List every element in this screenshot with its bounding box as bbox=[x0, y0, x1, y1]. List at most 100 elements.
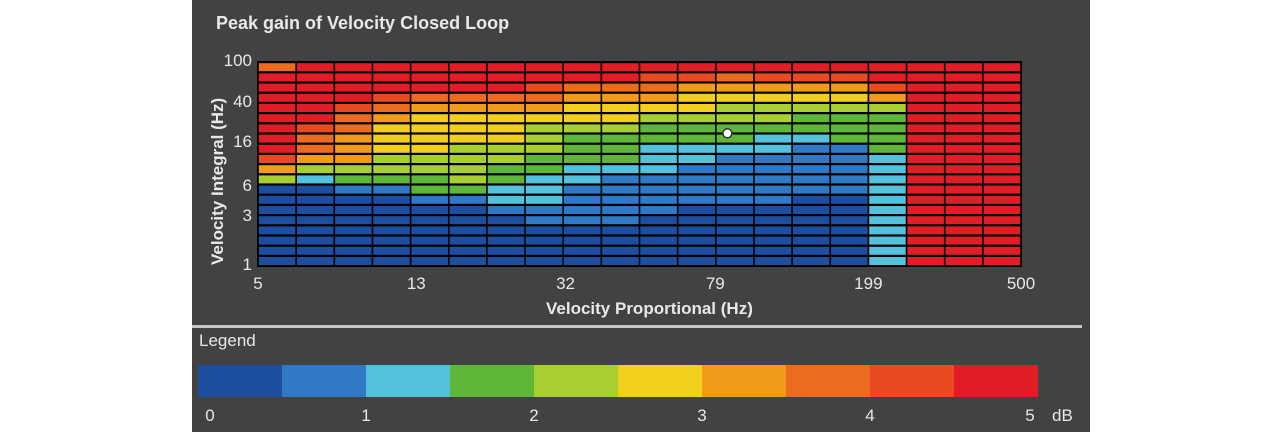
heatmap-cell[interactable] bbox=[907, 124, 944, 133]
heatmap-cell[interactable] bbox=[754, 195, 792, 204]
heatmap-cell[interactable] bbox=[640, 257, 677, 265]
heatmap-cell[interactable] bbox=[258, 104, 296, 112]
heatmap-cell[interactable] bbox=[678, 246, 715, 255]
heatmap-cell[interactable] bbox=[487, 216, 525, 225]
heatmap-cell[interactable] bbox=[487, 134, 525, 143]
heatmap-cell[interactable] bbox=[716, 165, 754, 174]
heatmap-cell[interactable] bbox=[258, 124, 296, 133]
heatmap-cell[interactable] bbox=[335, 63, 372, 72]
heatmap-cell[interactable] bbox=[335, 236, 372, 245]
heatmap-cell[interactable] bbox=[831, 93, 868, 102]
heatmap-cell[interactable] bbox=[678, 165, 715, 174]
heatmap-cell[interactable] bbox=[678, 114, 715, 123]
heatmap-cell[interactable] bbox=[678, 175, 715, 184]
heatmap-cell[interactable] bbox=[564, 134, 601, 143]
heatmap-cell[interactable] bbox=[945, 63, 983, 72]
heatmap-cell[interactable] bbox=[258, 144, 296, 153]
heatmap-cell[interactable] bbox=[373, 165, 410, 174]
heatmap-cell[interactable] bbox=[487, 73, 525, 82]
heatmap-cell[interactable] bbox=[525, 73, 563, 82]
heatmap-cell[interactable] bbox=[564, 206, 601, 214]
heatmap-cell[interactable] bbox=[983, 195, 1021, 204]
heatmap-cell[interactable] bbox=[296, 144, 334, 153]
heatmap-cell[interactable] bbox=[487, 104, 525, 112]
heatmap-cell[interactable] bbox=[449, 124, 487, 133]
heatmap-cell[interactable] bbox=[373, 93, 410, 102]
heatmap-cell[interactable] bbox=[411, 134, 448, 143]
heatmap-cell[interactable] bbox=[602, 216, 639, 225]
selected-point-marker[interactable] bbox=[722, 128, 733, 139]
heatmap-cell[interactable] bbox=[831, 83, 868, 92]
heatmap-cell[interactable] bbox=[869, 246, 906, 255]
heatmap-cell[interactable] bbox=[716, 236, 754, 245]
heatmap-cell[interactable] bbox=[792, 104, 830, 112]
heatmap-cell[interactable] bbox=[602, 206, 639, 214]
heatmap-cell[interactable] bbox=[716, 216, 754, 225]
heatmap-cell[interactable] bbox=[602, 195, 639, 204]
heatmap-cell[interactable] bbox=[678, 195, 715, 204]
heatmap-cell[interactable] bbox=[449, 63, 487, 72]
heatmap-cell[interactable] bbox=[869, 216, 906, 225]
heatmap-cell[interactable] bbox=[258, 257, 296, 265]
heatmap-cell[interactable] bbox=[678, 206, 715, 214]
heatmap-cell[interactable] bbox=[602, 134, 639, 143]
heatmap-cell[interactable] bbox=[449, 185, 487, 194]
heatmap-cell[interactable] bbox=[754, 175, 792, 184]
heatmap-cell[interactable] bbox=[831, 155, 868, 163]
heatmap-cell[interactable] bbox=[373, 216, 410, 225]
heatmap-cell[interactable] bbox=[907, 83, 944, 92]
heatmap-cell[interactable] bbox=[792, 246, 830, 255]
heatmap-cell[interactable] bbox=[411, 226, 448, 235]
heatmap-cell[interactable] bbox=[983, 226, 1021, 235]
heatmap-cell[interactable] bbox=[945, 155, 983, 163]
heatmap-cell[interactable] bbox=[335, 226, 372, 235]
heatmap-cell[interactable] bbox=[792, 73, 830, 82]
heatmap-cell[interactable] bbox=[869, 206, 906, 214]
heatmap-cell[interactable] bbox=[869, 124, 906, 133]
heatmap-cell[interactable] bbox=[373, 257, 410, 265]
heatmap-cell[interactable] bbox=[678, 216, 715, 225]
heatmap-cell[interactable] bbox=[983, 134, 1021, 143]
heatmap-cell[interactable] bbox=[869, 83, 906, 92]
heatmap-cell[interactable] bbox=[754, 257, 792, 265]
heatmap-cell[interactable] bbox=[487, 63, 525, 72]
heatmap-cell[interactable] bbox=[296, 246, 334, 255]
heatmap-cell[interactable] bbox=[831, 165, 868, 174]
heatmap-cell[interactable] bbox=[411, 216, 448, 225]
heatmap-cell[interactable] bbox=[373, 83, 410, 92]
heatmap-cell[interactable] bbox=[449, 165, 487, 174]
heatmap-cell[interactable] bbox=[411, 93, 448, 102]
heatmap-cell[interactable] bbox=[869, 93, 906, 102]
heatmap-cell[interactable] bbox=[831, 206, 868, 214]
heatmap-cell[interactable] bbox=[869, 155, 906, 163]
heatmap-cell[interactable] bbox=[792, 226, 830, 235]
heatmap-cell[interactable] bbox=[449, 144, 487, 153]
heatmap-cell[interactable] bbox=[945, 144, 983, 153]
heatmap-cell[interactable] bbox=[792, 114, 830, 123]
heatmap-cell[interactable] bbox=[258, 114, 296, 123]
heatmap-cell[interactable] bbox=[525, 155, 563, 163]
heatmap-cell[interactable] bbox=[602, 73, 639, 82]
heatmap-cell[interactable] bbox=[907, 195, 944, 204]
heatmap-cell[interactable] bbox=[373, 236, 410, 245]
heatmap-cell[interactable] bbox=[716, 175, 754, 184]
heatmap-cell[interactable] bbox=[792, 63, 830, 72]
heatmap-cell[interactable] bbox=[373, 195, 410, 204]
heatmap-cell[interactable] bbox=[525, 144, 563, 153]
heatmap-cell[interactable] bbox=[373, 246, 410, 255]
heatmap-cell[interactable] bbox=[754, 63, 792, 72]
heatmap-cell[interactable] bbox=[716, 144, 754, 153]
heatmap-cell[interactable] bbox=[907, 206, 944, 214]
heatmap-cell[interactable] bbox=[296, 83, 334, 92]
heatmap-cell[interactable] bbox=[296, 226, 334, 235]
heatmap-cell[interactable] bbox=[983, 216, 1021, 225]
heatmap-cell[interactable] bbox=[983, 114, 1021, 123]
heatmap-cell[interactable] bbox=[525, 175, 563, 184]
heatmap-cell[interactable] bbox=[487, 206, 525, 214]
heatmap-cell[interactable] bbox=[640, 226, 677, 235]
heatmap-cell[interactable] bbox=[258, 165, 296, 174]
heatmap-cell[interactable] bbox=[449, 206, 487, 214]
heatmap-cell[interactable] bbox=[678, 185, 715, 194]
heatmap-cell[interactable] bbox=[525, 93, 563, 102]
heatmap-cell[interactable] bbox=[411, 257, 448, 265]
